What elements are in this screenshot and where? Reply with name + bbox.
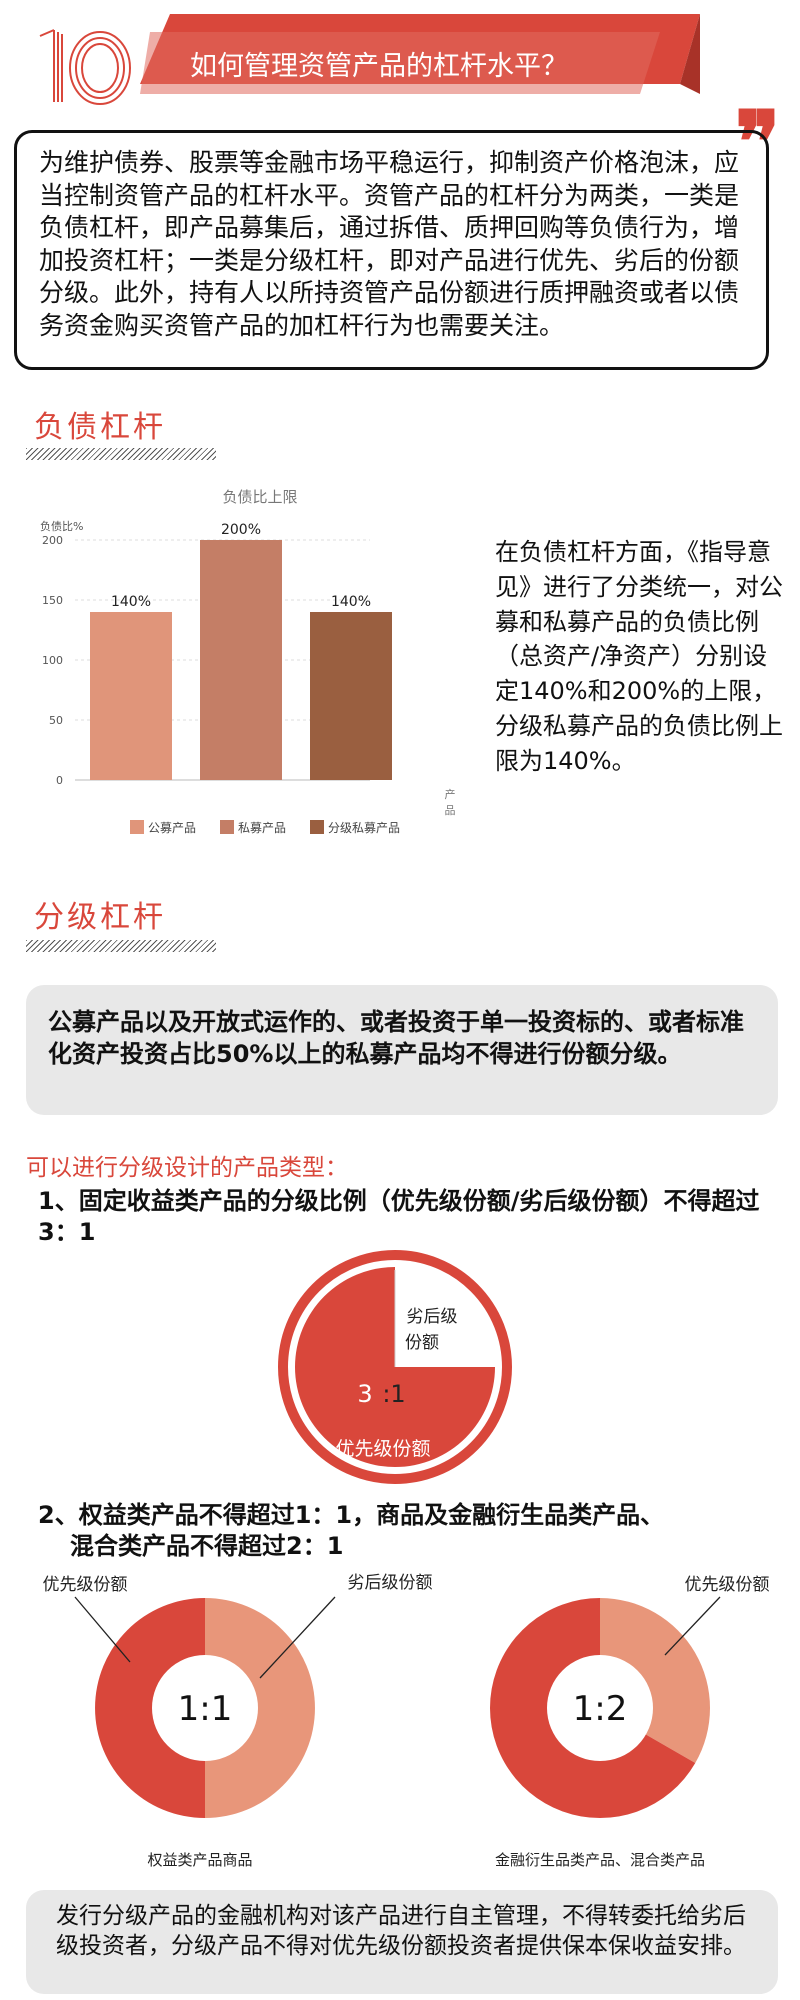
legend-entry: 分级私募产品 xyxy=(328,821,400,835)
y-tick-label: 150 xyxy=(42,594,63,607)
donut-right-ratio: 1:2 xyxy=(573,1689,628,1729)
section-title-debt-leverage: 负债杠杆 xyxy=(34,410,166,445)
chart-xlabel-2: 品 xyxy=(445,804,456,817)
donut-left-ratio: 1:1 xyxy=(178,1689,233,1729)
legend-entry: 公募产品 xyxy=(148,821,196,835)
restriction-text: 公募产品以及开放式运作的、或者投资于单一投资标的、或者标准化资产投资占比50%以… xyxy=(48,1008,744,1068)
donut-left-junior-label: 劣后级份额 xyxy=(348,1573,433,1593)
restriction-box: 公募产品以及开放式运作的、或者投资于单一投资标的、或者标准化资产投资占比50%以… xyxy=(26,985,778,1115)
section-underline-2 xyxy=(26,940,216,952)
donut-junior-segment xyxy=(205,1598,315,1818)
bottom-note-text: 发行分级产品的金融机构对该产品进行自主管理，不得转委托给劣后级投资者，分级产品不… xyxy=(56,1903,746,1959)
donut-left-senior-label: 优先级份额 xyxy=(43,1575,128,1595)
pie-junior-label-2: 份额 xyxy=(405,1333,439,1353)
legend-swatch xyxy=(130,820,144,834)
bar xyxy=(90,612,172,780)
pie-ratio-right: :1 xyxy=(382,1380,405,1408)
legend-entry: 私募产品 xyxy=(238,821,286,835)
fixed-income-rule: 1、固定收益类产品的分级比例（优先级份额/劣后级份额）不得超过3：1 xyxy=(38,1187,760,1247)
bar xyxy=(200,540,282,780)
bar xyxy=(310,612,392,780)
bar-chart: 负债比上限 负债比% 0 50 100 150 200 140% 200% 140% 产 品… xyxy=(40,488,456,835)
bar-data-label: 140% xyxy=(331,594,371,610)
number-ten-logo: 10 xyxy=(30,22,131,105)
pie-junior-label-1: 劣后级 xyxy=(407,1307,458,1327)
product-types-subtitle: 可以进行分级设计的产品类型： xyxy=(26,1155,348,1181)
equity-rule-line-1: 2、权益类产品不得超过1：1，商品及金融衍生品类产品、 xyxy=(38,1501,665,1529)
y-tick-label: 100 xyxy=(42,654,63,667)
intro-text: 为维护债券、股票等金融市场平稳运行，抑制资产价格泡沫，应当控制资管产品的杠杆水平… xyxy=(39,148,740,340)
section-underline xyxy=(26,448,216,460)
pie-junior-slice xyxy=(395,1267,495,1367)
equity-rule-line-2: 混合类产品不得超过2：1 xyxy=(70,1532,344,1561)
section-title-tiered-leverage: 分级杠杆 xyxy=(34,900,166,935)
donut-charts: 1:1 优先级份额 劣后级份额 权益类产品商品 1:2 优先级份额 金融衍生品类… xyxy=(43,1573,770,1869)
donut-right-caption: 金融衍生品类产品、混合类产品 xyxy=(495,1851,705,1869)
pie-ratio-left: 3 xyxy=(357,1380,372,1408)
intro-box: 为维护债券、股票等金融市场平稳运行，抑制资产价格泡沫，应当控制资管产品的杠杆水平… xyxy=(14,130,769,370)
chart-xlabel: 产 xyxy=(445,787,456,801)
bottom-note-box: 发行分级产品的金融机构对该产品进行自主管理，不得转委托给劣后级投资者，分级产品不… xyxy=(26,1890,778,1994)
legend-swatch xyxy=(220,820,234,834)
y-tick-label: 200 xyxy=(42,534,63,547)
bar-data-label: 200% xyxy=(221,522,261,538)
y-tick-label: 0 xyxy=(56,774,63,787)
header-number: 10 xyxy=(30,22,32,23)
title-banner xyxy=(140,14,700,94)
donut-left-caption: 权益类产品商品 xyxy=(147,1851,252,1869)
equity-rule: 2、权益类产品不得超过1：1，商品及金融衍生品类产品、 混合类产品不得超过2：1 xyxy=(38,1500,778,1562)
bar-data-label: 140% xyxy=(111,594,151,610)
pie-chart-3-to-1: 劣后级 份额 3 :1 优先级份额 xyxy=(278,1250,512,1484)
chart-title: 负债比上限 xyxy=(222,488,297,506)
y-tick-label: 50 xyxy=(49,714,63,727)
pie-senior-label: 优先级份额 xyxy=(335,1438,430,1460)
chart-ylabel: 负债比% xyxy=(40,519,83,533)
legend-swatch xyxy=(310,820,324,834)
debt-leverage-description: 在负债杠杆方面，《指导意见》进行了分类统一，对公募和私募产品的负债比例（总资产/… xyxy=(495,538,783,775)
donut-right-senior-label: 优先级份额 xyxy=(685,1575,770,1595)
page-title: 如何管理资管产品的杠杆水平？ xyxy=(190,51,568,82)
